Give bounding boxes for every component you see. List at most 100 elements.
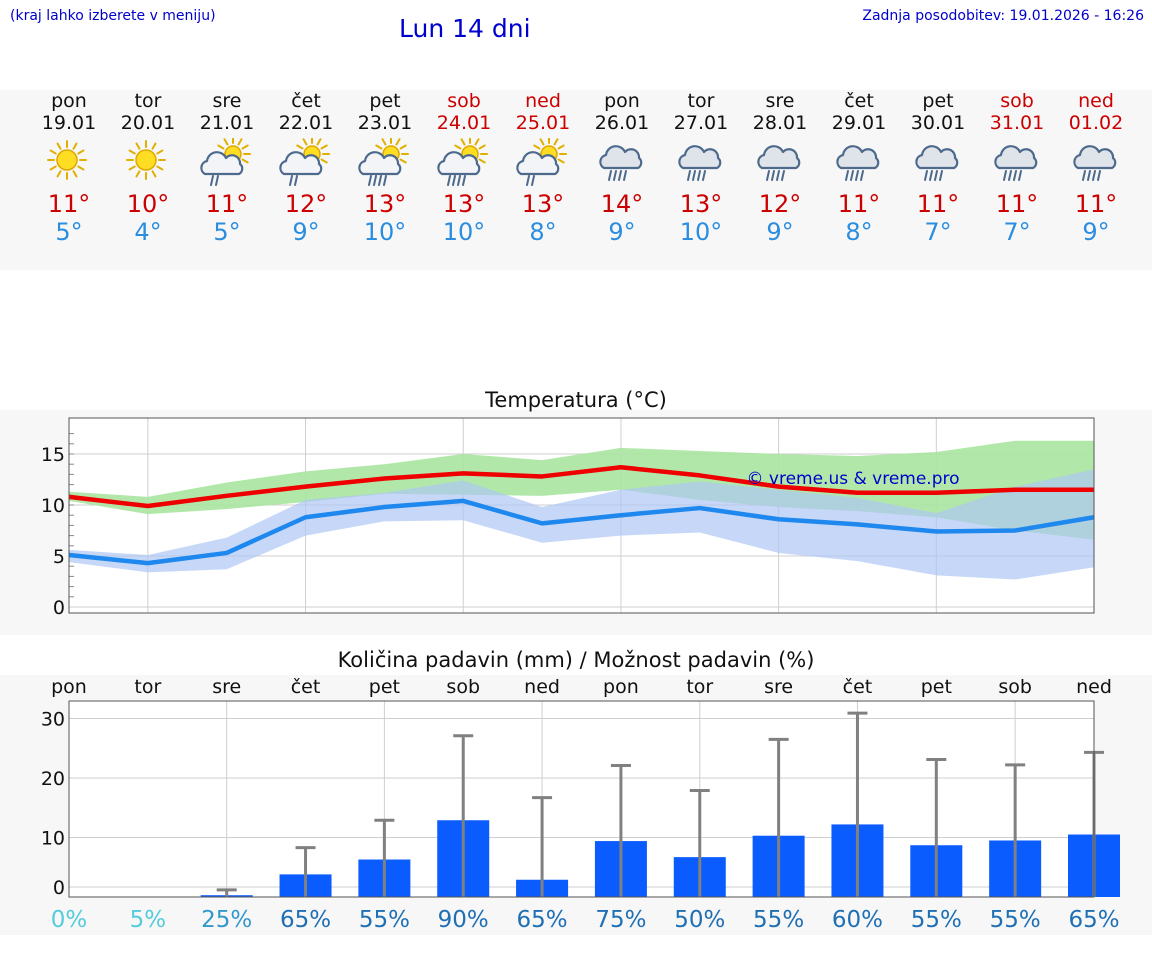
precipitation-error-bar — [453, 734, 474, 897]
precip-probability-label: 50% — [674, 907, 725, 933]
temp-min: 5° — [55, 218, 83, 246]
day-name: sob — [1000, 90, 1034, 112]
day-date: 22.01 — [278, 112, 334, 134]
precipitation-chart-title: Količina padavin (mm) / Možnost padavin … — [337, 648, 815, 672]
temp-max: 13° — [442, 190, 486, 218]
precip-probability-label: 0% — [51, 907, 88, 933]
temp-min: 10° — [363, 218, 407, 246]
precipitation-error-bar — [926, 758, 947, 897]
day-name: sob — [447, 90, 481, 112]
cloud-rain-icon — [1073, 145, 1117, 181]
y-tick-label: 15 — [41, 444, 65, 466]
temp-max: 11° — [916, 190, 960, 218]
precip-probability-label: 55% — [359, 907, 410, 933]
day-name: čet — [291, 90, 321, 112]
day-date: 21.01 — [199, 112, 255, 134]
region-hint-link[interactable]: (kraj lahko izberete v meniju) — [10, 8, 216, 24]
temp-min: 8° — [529, 218, 557, 246]
precipitation-error-bar — [610, 764, 631, 897]
temp-max: 13° — [363, 190, 407, 218]
precip-probability-label: 65% — [280, 907, 331, 933]
day-forecast: tor 27.01 13° 10° — [661, 90, 741, 246]
sun-cloud-rain-icon — [279, 138, 330, 186]
temp-max: 12° — [284, 190, 328, 218]
min-temp-range-band — [69, 469, 1094, 580]
temp-max: 12° — [758, 190, 802, 218]
temp-min: 9° — [292, 218, 320, 246]
day-forecast: tor 20.01 10° 4° — [108, 90, 188, 246]
cloud-rain-icon — [599, 145, 643, 181]
precip-probability-label: 5% — [130, 907, 167, 933]
y-tick-label: 20 — [41, 768, 65, 790]
x-category-label: pon — [603, 676, 639, 698]
day-forecast: ned 25.01 13° 8° — [503, 90, 583, 246]
temp-min: 10° — [679, 218, 723, 246]
sun-cloud-heavy-rain-icon — [358, 138, 409, 186]
day-date: 31.01 — [989, 112, 1045, 134]
cloud-rain-icon — [836, 145, 880, 181]
x-category-label: sre — [212, 676, 241, 698]
precipitation-error-bar — [295, 846, 316, 897]
y-tick-label: 5 — [53, 546, 65, 568]
day-forecast: pon 26.01 14° 9° — [582, 90, 662, 246]
temp-max: 11° — [205, 190, 249, 218]
sun-cloud-heavy-rain-icon — [437, 138, 488, 186]
page-title: Lun 14 dni — [399, 14, 531, 43]
precipitation-error-bar — [216, 888, 237, 897]
precip-probability-label: 55% — [990, 907, 1041, 933]
day-forecast: pet 30.01 11° 7° — [898, 90, 978, 246]
precip-probability-label: 65% — [1068, 907, 1119, 933]
y-tick-label: 10 — [41, 495, 65, 517]
precip-probability-label: 90% — [438, 907, 489, 933]
cloud-rain-icon — [994, 145, 1038, 181]
day-forecast: sre 28.01 12° 9° — [740, 90, 820, 246]
day-forecast: čet 22.01 12° 9° — [266, 90, 346, 246]
day-date: 27.01 — [673, 112, 729, 134]
precipitation-error-bar — [689, 788, 710, 897]
max-temp-line — [68, 465, 1094, 509]
day-forecast: sob 31.01 11° 7° — [977, 90, 1057, 246]
day-name: sre — [765, 90, 795, 112]
day-date: 26.01 — [594, 112, 650, 134]
watermark-text: © vreme.us & vreme.pro — [746, 469, 959, 489]
precipitation-error-bar — [1005, 763, 1026, 897]
x-category-label: tor — [134, 676, 161, 698]
precip-probability-label: 75% — [595, 907, 646, 933]
day-date: 28.01 — [752, 112, 808, 134]
day-name: čet — [844, 90, 874, 112]
temp-max: 11° — [47, 190, 91, 218]
day-name: sre — [212, 90, 242, 112]
sun-icon — [47, 140, 87, 180]
temp-max: 14° — [600, 190, 644, 218]
temp-min: 5° — [213, 218, 241, 246]
temp-max: 10° — [126, 190, 170, 218]
day-date: 29.01 — [831, 112, 887, 134]
sun-cloud-rain-icon — [516, 138, 567, 186]
day-name: ned — [1078, 90, 1114, 112]
x-category-label: tor — [686, 676, 713, 698]
day-forecast: čet 29.01 11° 8° — [819, 90, 899, 246]
y-tick-label: 30 — [41, 709, 65, 731]
y-tick-label: 0 — [53, 597, 65, 619]
x-category-label: sob — [998, 676, 1032, 698]
day-date: 19.01 — [41, 112, 97, 134]
day-name: pon — [51, 90, 87, 112]
sun-cloud-rain-icon — [200, 138, 251, 186]
day-date: 01.02 — [1068, 112, 1124, 134]
temp-max: 11° — [837, 190, 881, 218]
temp-min: 4° — [134, 218, 162, 246]
temp-max: 11° — [1074, 190, 1118, 218]
max-temp-range-band — [69, 440, 1094, 540]
day-date: 30.01 — [910, 112, 966, 134]
temp-max: 13° — [679, 190, 723, 218]
y-tick-label: 10 — [41, 828, 65, 850]
day-date: 20.01 — [120, 112, 176, 134]
precip-probability-label: 65% — [517, 907, 568, 933]
temp-min: 9° — [608, 218, 636, 246]
temperature-chart-title: Temperatura (°C) — [485, 388, 667, 412]
cloud-rain-icon — [757, 145, 801, 181]
day-forecast: pon 19.01 11° 5° — [29, 90, 109, 246]
day-forecast: pet 23.01 13° 10° — [345, 90, 425, 246]
